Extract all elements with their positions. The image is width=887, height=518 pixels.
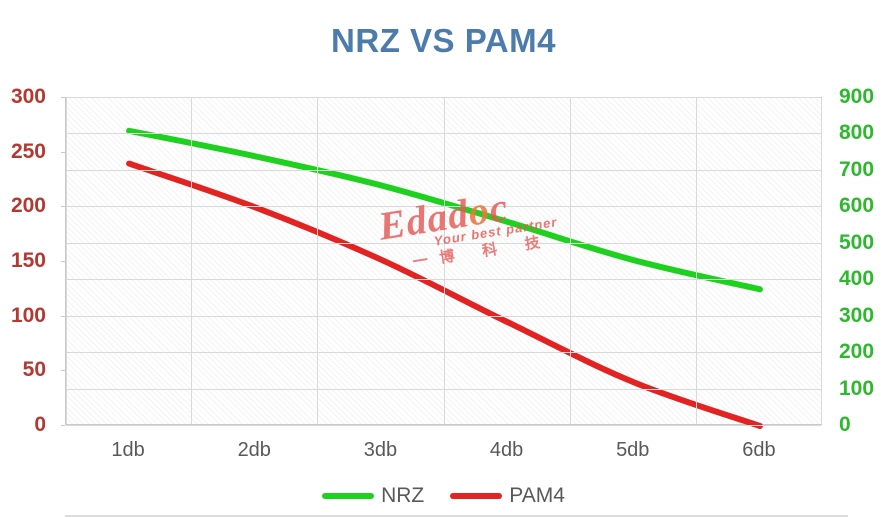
axis-tick-mark xyxy=(61,97,65,98)
legend-item-pam4[interactable]: PAM4 xyxy=(450,484,565,508)
right-axis-tick: 300 xyxy=(839,303,875,327)
axis-tick-mark xyxy=(61,370,65,372)
right-axis-tick: 600 xyxy=(839,194,875,218)
x-axis: 1db 2db 3db 4db 5db 6db xyxy=(65,439,822,465)
x-axis-label: 4db xyxy=(489,439,524,461)
pam4-line[interactable] xyxy=(126,160,763,429)
x-axis-label: 5db xyxy=(616,439,650,461)
gridline-horizontal xyxy=(66,425,821,426)
left-axis-tick: 100 xyxy=(10,303,46,327)
x-axis-label: 2db xyxy=(237,439,271,461)
right-axis-tick: 700 xyxy=(839,157,875,181)
gridline-horizontal xyxy=(66,97,821,98)
gridline-vertical xyxy=(443,98,445,424)
left-axis-tick: 0 xyxy=(34,413,46,436)
gridline-vertical xyxy=(66,98,67,424)
nrz-line[interactable] xyxy=(126,127,763,293)
right-axis-tick: 800 xyxy=(839,121,875,145)
left-axis-tick: 200 xyxy=(10,194,46,218)
x-axis-label: 6db xyxy=(742,439,776,461)
series-layer xyxy=(126,127,763,429)
pam4-legend-swatch xyxy=(450,493,503,499)
gridline-vertical xyxy=(317,98,319,424)
x-axis-label: 3db xyxy=(363,439,398,461)
left-axis-tick: 150 xyxy=(10,249,46,272)
nrz-legend-label: NRZ xyxy=(381,484,425,507)
chart-bottom-border xyxy=(65,515,848,517)
gridline-vertical xyxy=(191,98,193,424)
right-axis-tick: 100 xyxy=(839,376,875,400)
right-axis-tick: 200 xyxy=(839,340,875,364)
nrz-legend-swatch xyxy=(322,493,375,499)
axis-tick-mark xyxy=(61,206,65,208)
right-axis-tick: 0 xyxy=(839,413,851,436)
left-axis-tick: 300 xyxy=(10,85,46,108)
plot-area xyxy=(65,97,822,429)
axis-tick-mark xyxy=(61,425,65,426)
gridline-vertical xyxy=(569,98,571,424)
axis-tick-mark xyxy=(61,151,65,153)
right-y-axis: 900 800 700 600 500 400 300 200 100 0 xyxy=(839,85,887,436)
left-axis-tick: 250 xyxy=(10,139,46,163)
left-axis-tick: 50 xyxy=(22,358,46,382)
right-axis-tick: 500 xyxy=(839,230,875,254)
chart-title: NRZ VS PAM4 xyxy=(331,22,556,59)
right-axis-tick: 400 xyxy=(839,267,875,291)
axis-tick-mark xyxy=(61,261,65,262)
gridline-vertical xyxy=(695,98,697,424)
legend-item-nrz[interactable]: NRZ xyxy=(322,484,424,508)
chart-legend: NRZ PAM4 xyxy=(0,484,887,508)
pam4-legend-label: PAM4 xyxy=(509,484,565,507)
x-axis-label: 1db xyxy=(111,439,145,461)
gridline-vertical xyxy=(821,98,822,424)
axis-tick-mark xyxy=(61,315,65,317)
right-axis-tick: 900 xyxy=(839,85,875,108)
left-y-axis: 300 250 200 150 100 50 0 xyxy=(0,85,48,436)
